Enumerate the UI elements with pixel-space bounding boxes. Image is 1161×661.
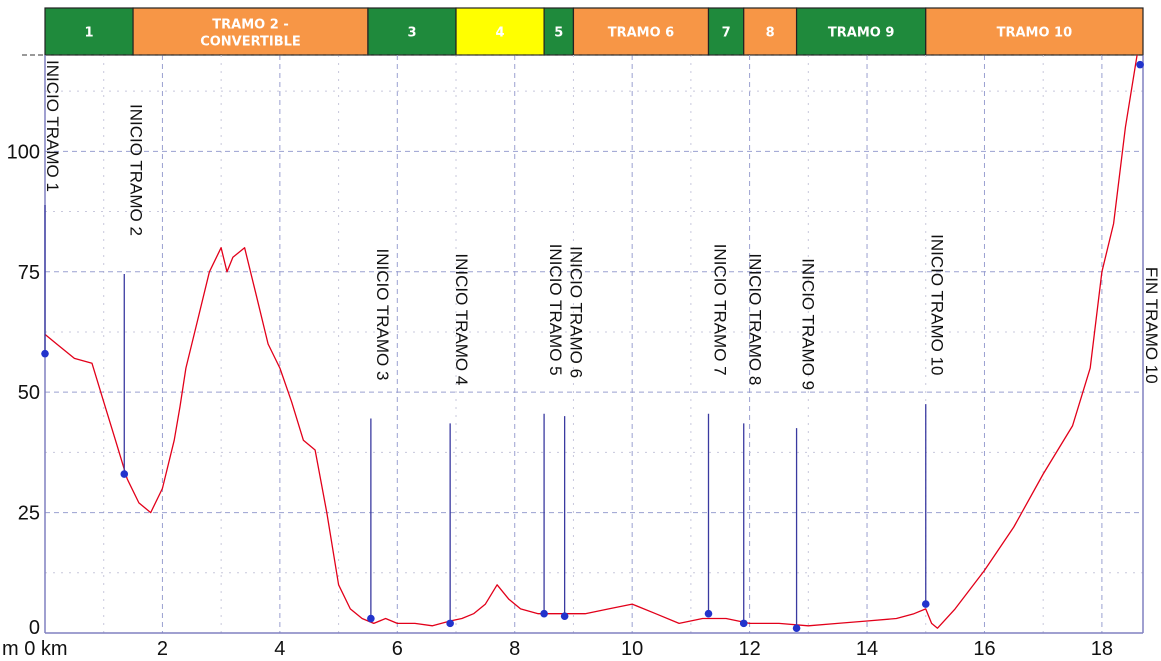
- series-line-1: [44, 54, 1138, 629]
- segment-label-9: TRAMO 9: [828, 26, 895, 41]
- marker-label-9: INICIO TRAMO 9: [799, 258, 818, 390]
- y-tick-label: 75: [18, 262, 40, 284]
- marker-label-3: INICIO TRAMO 3: [373, 249, 392, 381]
- x-tick-label: 18: [1091, 638, 1113, 660]
- marker-point-8: [739, 619, 748, 628]
- grid: [45, 55, 1143, 633]
- segment-label-5: 5: [554, 26, 563, 41]
- marker-point-5: [540, 609, 548, 618]
- y-tick-label: 100: [7, 141, 40, 163]
- segment-label-2: TRAMO 2 - CONVERTIBLE: [200, 18, 301, 50]
- section-bar: 1 TRAMO 2 - CONVERTIBLE 3 4 5 TRAMO 6 7 8 TRAMO 9…: [44, 7, 1144, 56]
- marker-point-4: [446, 619, 454, 628]
- segment-3: [367, 7, 457, 56]
- marker-point-3: [367, 614, 375, 623]
- x-tick-label: 16: [973, 638, 995, 660]
- segment-label-line: TRAMO 2 -: [212, 18, 288, 33]
- markers: INICIO TRAMO 1 INICIO TRAMO 2 INICIO TRAMO…: [41, 60, 1161, 632]
- marker-point-1: [41, 349, 49, 358]
- x-tick-label: 6: [392, 638, 403, 660]
- segment-label-7: 7: [722, 26, 731, 41]
- segment-label-6: TRAMO 6: [608, 26, 675, 41]
- segment-label-10: TRAMO 10: [997, 26, 1073, 41]
- marker-point-7: [704, 609, 713, 618]
- marker-label-11: FIN TRAMO 10: [1142, 267, 1161, 384]
- y-origin-label: 0: [29, 617, 40, 639]
- series: [44, 54, 1138, 629]
- x-tick-label: 4: [274, 638, 285, 660]
- segment-label-line: CONVERTIBLE: [200, 35, 301, 50]
- x-tick-label: 2: [157, 638, 168, 660]
- marker-point-6: [560, 612, 569, 620]
- segment-label-3: 3: [407, 26, 416, 41]
- x-tick-label: 12: [738, 638, 760, 660]
- marker-label-5: INICIO TRAMO 5: [546, 244, 565, 376]
- x-tick-label: 8: [509, 638, 520, 660]
- marker-point-10: [921, 600, 930, 608]
- marker-point-11: [1136, 60, 1144, 69]
- marker-label-6: INICIO TRAMO 6: [567, 246, 586, 378]
- segment-1: [44, 7, 134, 56]
- marker-label-2: INICIO TRAMO 2: [126, 104, 145, 236]
- marker-point-9: [792, 624, 801, 632]
- segment-10: [925, 7, 1144, 56]
- segment-2: [132, 7, 369, 56]
- x-tick-label: 10: [621, 638, 643, 660]
- y-tick-label: 25: [18, 503, 40, 525]
- marker-label-4: INICIO TRAMO 4: [452, 253, 471, 385]
- y-tick-label: 50: [18, 382, 40, 404]
- tick-labels: 25 50 75 100 0 2 4 6 8 10 12 14 16 18 m 0 km: [2, 141, 1113, 660]
- marker-label-1: INICIO TRAMO 1: [43, 60, 62, 192]
- x-origin-label: m 0 km: [2, 638, 68, 660]
- marker-point-2: [120, 470, 129, 478]
- segment-4: [455, 7, 545, 56]
- marker-label-8: INICIO TRAMO 8: [746, 253, 765, 385]
- segment-label-1: 1: [85, 26, 94, 41]
- segment-label-4: 4: [496, 26, 505, 41]
- segment-6: [572, 7, 710, 56]
- segment-9: [795, 7, 927, 56]
- segment-label-8: 8: [766, 26, 775, 41]
- x-tick-label: 14: [856, 638, 878, 660]
- marker-label-10: INICIO TRAMO 10: [928, 234, 947, 375]
- marker-label-7: INICIO TRAMO 7: [711, 244, 730, 376]
